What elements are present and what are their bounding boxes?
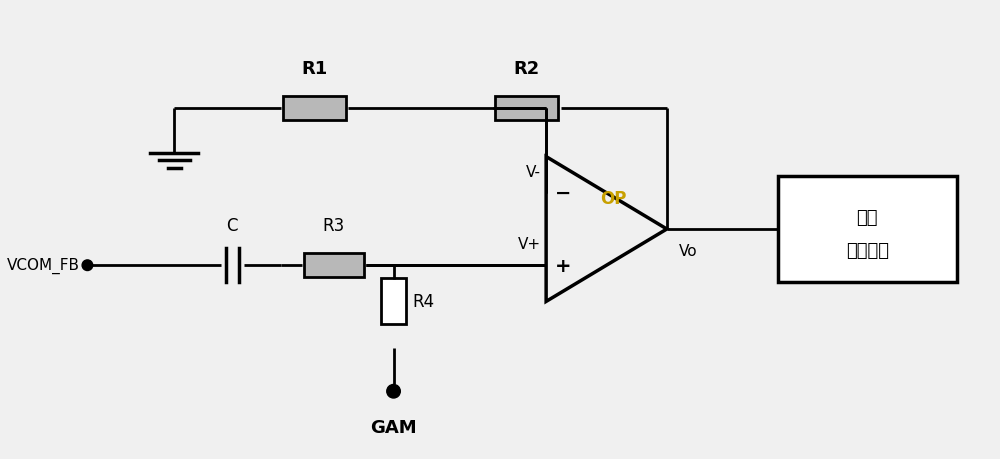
Text: −: − <box>555 184 572 203</box>
Bar <box>304 253 364 278</box>
Circle shape <box>82 260 93 271</box>
Text: +: + <box>555 256 572 275</box>
Text: 源极: 源极 <box>856 209 878 227</box>
Text: Vo: Vo <box>678 243 697 258</box>
Bar <box>381 278 406 325</box>
Text: V-: V- <box>526 165 541 179</box>
Text: R4: R4 <box>413 292 435 310</box>
Bar <box>495 97 558 121</box>
Text: R2: R2 <box>514 60 540 78</box>
Text: OP: OP <box>601 190 627 207</box>
Text: 驱动模块: 驱动模块 <box>846 242 889 260</box>
Text: VCOM_FB: VCOM_FB <box>7 257 80 274</box>
Bar <box>778 177 957 282</box>
Bar <box>283 97 346 121</box>
Text: C: C <box>227 217 238 235</box>
Text: V+: V+ <box>518 237 541 252</box>
Text: R3: R3 <box>323 217 345 235</box>
Circle shape <box>387 385 400 398</box>
Text: R1: R1 <box>301 60 327 78</box>
Text: GAM: GAM <box>370 418 417 437</box>
